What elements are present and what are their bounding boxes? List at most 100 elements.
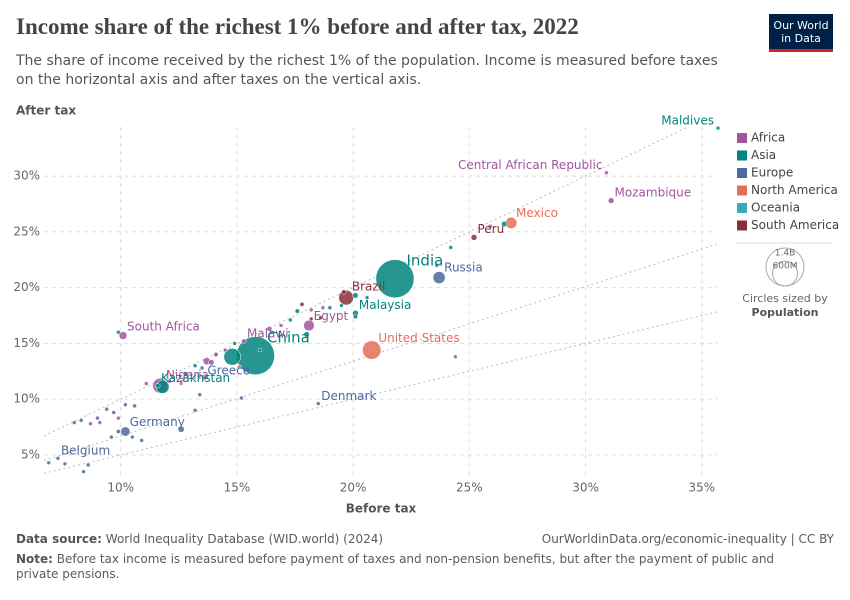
point (318, 315, 323, 320)
size-legend-title: Circles sized by (742, 292, 828, 305)
point (177, 425, 185, 433)
point (236, 364, 242, 370)
point (223, 348, 241, 366)
point (46, 460, 51, 465)
y-axis-label: After tax (16, 104, 76, 118)
point (118, 331, 128, 340)
point (202, 375, 207, 381)
point (432, 271, 446, 284)
point (257, 347, 263, 353)
x-tick-label: 35% (688, 481, 715, 495)
point (278, 323, 284, 328)
url[interactable]: OurWorldinData.org/economic-inequality |… (541, 532, 834, 546)
point (120, 426, 131, 437)
point (55, 456, 61, 461)
reference-line (44, 311, 718, 474)
size-legend-label: 600M (773, 262, 798, 272)
point-label: Egypt (314, 309, 349, 323)
point (223, 347, 228, 353)
point (448, 245, 453, 250)
point (362, 340, 382, 360)
point (208, 359, 215, 366)
point (132, 403, 137, 409)
y-tick-label: 25% (13, 224, 40, 238)
point (309, 316, 314, 322)
point (123, 402, 128, 407)
point (309, 307, 314, 313)
legend-label: Oceania (751, 201, 800, 215)
point (116, 429, 121, 434)
point (167, 379, 172, 384)
note-label: Note: (16, 552, 53, 566)
x-tick-label: 10% (107, 481, 134, 495)
y-tick-label: 15% (13, 336, 40, 350)
logo-line: Our World (773, 19, 829, 32)
source: Data source: World Inequality Database (… (16, 532, 383, 546)
point-label: United States (378, 331, 459, 345)
x-tick-label: 30% (572, 481, 599, 495)
source-label: Data source: (16, 532, 102, 546)
source-text: World Inequality Database (WID.world) (2… (105, 532, 384, 546)
chart-title: Income share of the richest 1% before an… (16, 14, 579, 39)
point (71, 420, 77, 425)
legend-swatch (737, 220, 747, 231)
point (192, 408, 198, 413)
size-legend-variable: Population (752, 306, 819, 319)
point (607, 197, 615, 204)
point-label: Kazakhstan (161, 371, 230, 385)
legend-swatch (737, 203, 747, 213)
legend-swatch (737, 168, 747, 178)
point (95, 415, 100, 421)
y-tick-label: 5% (21, 447, 40, 461)
y-tick-label: 10% (13, 392, 40, 406)
point (434, 263, 440, 268)
point (341, 289, 347, 295)
note-text: Before tax income is measured before pay… (16, 552, 775, 581)
x-axis-label: Before tax (346, 502, 417, 516)
point-label: China (267, 329, 310, 347)
subtitle: The share of income received by the rich… (16, 53, 718, 88)
point (144, 381, 149, 386)
point (111, 410, 116, 415)
point-label: India (407, 252, 444, 270)
y-tick-label: 20% (13, 280, 40, 294)
legend-swatch (737, 133, 747, 143)
point-label: Malaysia (359, 298, 411, 312)
legend-label: Africa (751, 131, 785, 145)
point (294, 308, 300, 314)
point (604, 170, 609, 175)
point (239, 395, 244, 401)
point (81, 469, 86, 474)
point (178, 381, 184, 386)
point (303, 331, 310, 338)
note: Note: Before tax income is measured befo… (16, 552, 796, 582)
point (109, 434, 114, 440)
point (130, 434, 135, 440)
logo[interactable]: Our World in Data (769, 14, 833, 52)
point (192, 363, 198, 368)
point (78, 418, 84, 423)
point (288, 317, 293, 323)
point (375, 259, 415, 299)
point-label: Belgium (61, 444, 110, 458)
size-legend-label: 1.4B (775, 249, 796, 259)
point-label: Nigeria (166, 368, 209, 382)
point (715, 125, 721, 131)
point-label: Russia (444, 260, 483, 274)
legend-label: North America (751, 183, 838, 197)
logo-line: in Data (781, 32, 821, 45)
point-label: Mozambique (615, 185, 692, 199)
point (241, 338, 247, 344)
point (315, 401, 321, 406)
point-label: Central African Republic (458, 158, 602, 172)
point (88, 421, 93, 426)
point (303, 319, 315, 332)
y-tick-label: 30% (13, 169, 40, 183)
chart: After tax Before tax 5% 10% 15% 20% 25% 30% 10% 1… (13, 104, 839, 516)
point (352, 314, 358, 320)
point (183, 371, 189, 376)
point (487, 224, 493, 229)
point (116, 415, 121, 421)
point-label: Brazil (352, 280, 386, 294)
